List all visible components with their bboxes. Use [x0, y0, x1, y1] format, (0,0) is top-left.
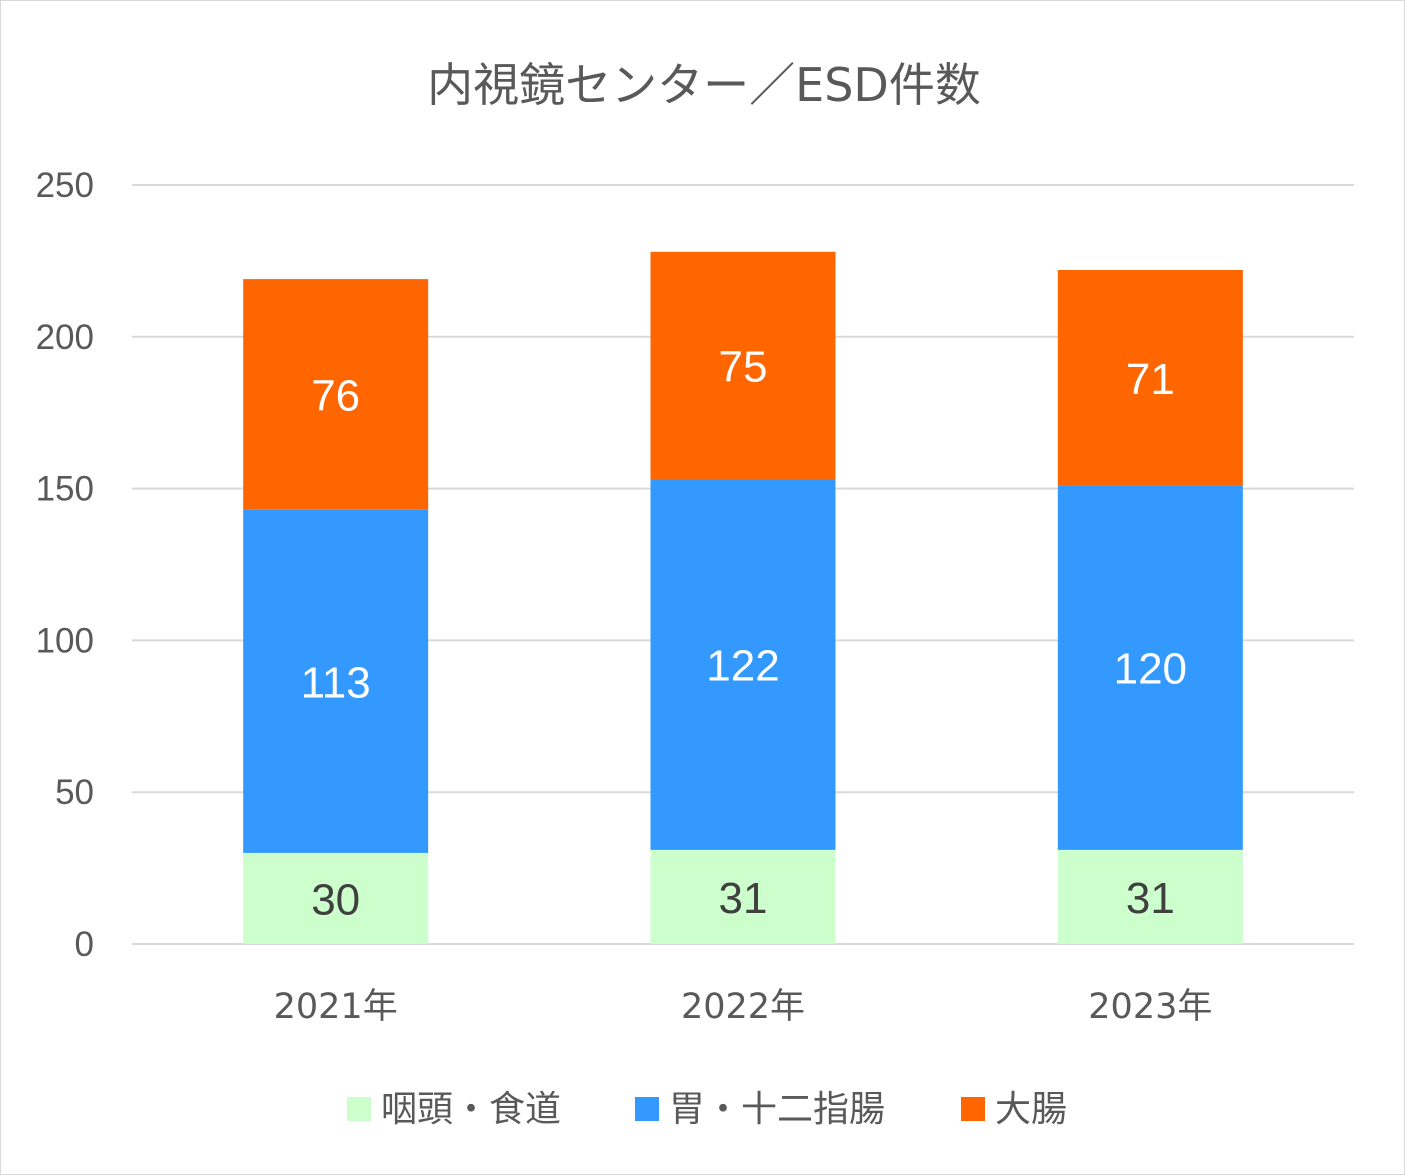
legend-swatch: [347, 1097, 371, 1121]
legend-item: 咽頭・食道: [347, 1089, 561, 1130]
y-tick-label: 200: [36, 318, 94, 357]
y-tick-label: 250: [36, 166, 94, 205]
bar-segment: [243, 279, 429, 510]
bar-segment: [650, 849, 836, 944]
legend-swatch: [635, 1097, 659, 1121]
bar-segment: [243, 509, 429, 853]
data-label: 31: [719, 874, 768, 923]
data-label: 75: [719, 343, 768, 392]
x-category-label: 2023年: [1088, 987, 1212, 1027]
bar-segment: [1057, 270, 1243, 486]
data-label: 31: [1126, 874, 1175, 923]
bar-segment: [650, 479, 836, 850]
bar-segment: [243, 852, 429, 944]
data-label: 71: [1126, 355, 1175, 404]
legend-item: 大腸: [961, 1089, 1067, 1130]
y-tick-label: 50: [55, 773, 94, 812]
x-category-label: 2021年: [274, 987, 398, 1027]
bar-segment: [1057, 849, 1243, 944]
data-label: 120: [1114, 645, 1187, 694]
legend-label: 胃・十二指腸: [669, 1089, 885, 1130]
bars: [243, 251, 1243, 944]
data-label: 30: [311, 875, 360, 924]
legend-item: 胃・十二指腸: [635, 1089, 885, 1130]
data-labels: 30 113 76 31 122 75 31 120 71: [301, 343, 1187, 925]
bar-segment: [650, 251, 836, 480]
legend-label: 大腸: [995, 1089, 1067, 1130]
legend-swatch: [961, 1097, 985, 1121]
x-axis-category-labels: 2021年 2022年 2023年: [274, 987, 1213, 1027]
legend-label: 咽頭・食道: [381, 1089, 561, 1130]
y-tick-label: 100: [36, 621, 94, 660]
bar-segment: [1057, 485, 1243, 850]
data-label: 122: [706, 642, 779, 691]
legend: 咽頭・食道 胃・十二指腸 大腸: [347, 1089, 1067, 1130]
y-axis-tick-labels: 0 50 100 150 200 250: [36, 166, 94, 964]
data-label: 76: [311, 371, 360, 420]
y-tick-label: 150: [36, 470, 94, 509]
y-tick-label: 0: [75, 925, 94, 964]
data-label: 113: [301, 658, 371, 707]
x-category-label: 2022年: [681, 987, 805, 1027]
chart-title: 内視鏡センター／ESD件数: [427, 58, 981, 112]
